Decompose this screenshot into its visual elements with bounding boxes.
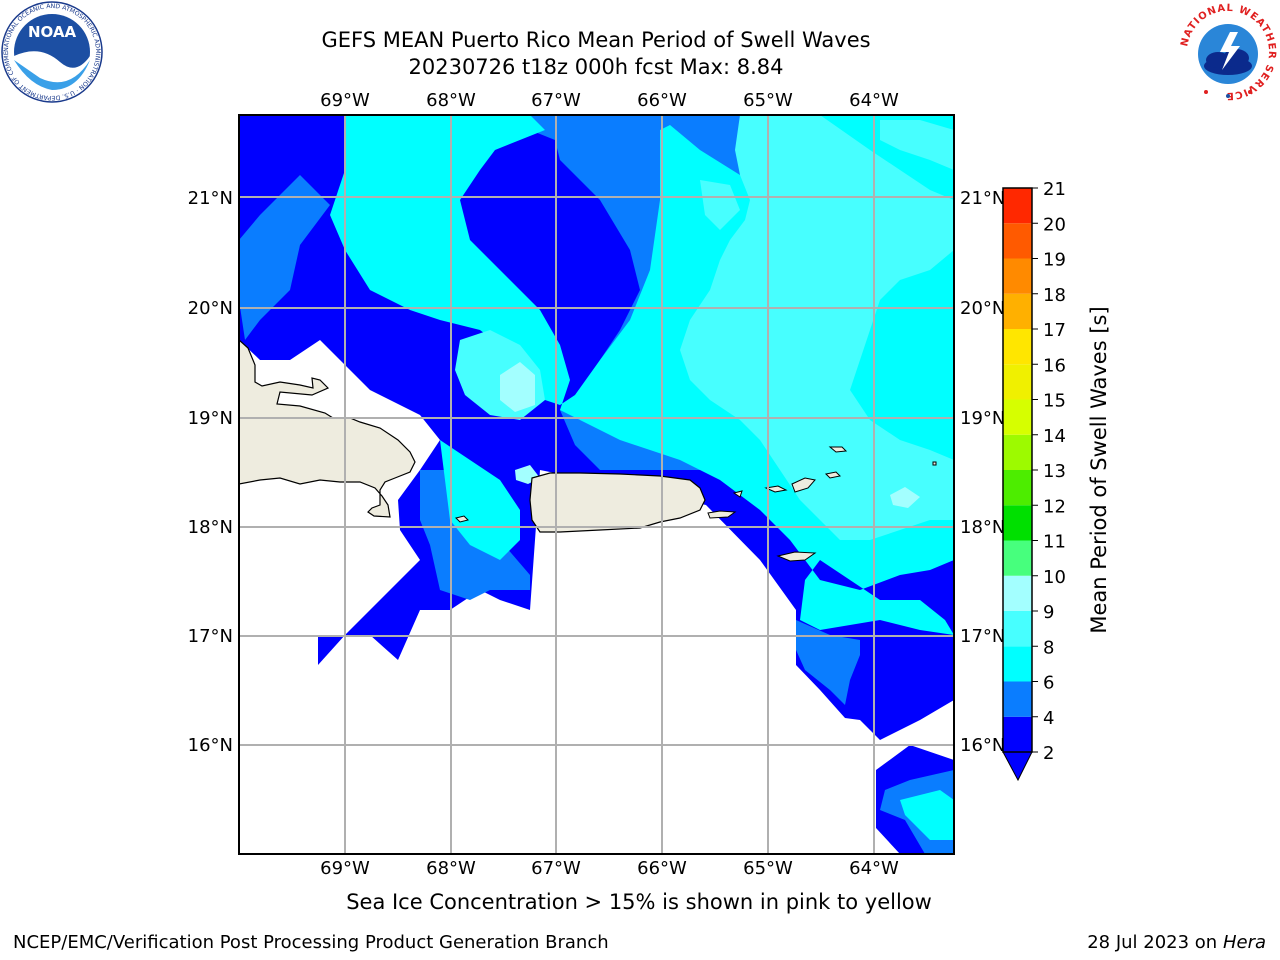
lat-label-right: 18°N xyxy=(960,517,1005,538)
land-tortola xyxy=(791,477,816,493)
colorbar-segments xyxy=(1003,188,1032,752)
land-virgin-gorda xyxy=(824,471,842,479)
colorbar-segment xyxy=(1003,399,1032,435)
land-st-thomas xyxy=(764,485,788,493)
colorbar-tick-label: 8 xyxy=(1043,637,1054,658)
land-sombrero xyxy=(932,461,937,466)
colorbar-segment xyxy=(1003,540,1032,576)
colorbar-tick-label: 14 xyxy=(1043,426,1066,447)
colorbar-under-triangle xyxy=(1002,751,1033,782)
colorbar-tick-label: 17 xyxy=(1043,320,1066,341)
colorbar: 2 4 6 8 9 10 11 12 13 14 15 16 17 18 19 20 21 Mean Perio… xyxy=(1002,179,1111,782)
colorbar-tick-label: 12 xyxy=(1043,496,1066,517)
branch-credit: NCEP/EMC/Verification Post Processing Pr… xyxy=(13,932,609,953)
land-hispaniola xyxy=(239,339,416,518)
colorbar-tick-label: 13 xyxy=(1043,461,1066,482)
lat-label-right: 20°N xyxy=(960,298,1005,319)
contour-6-8 xyxy=(455,115,954,540)
noaa-wordmark: NOAA xyxy=(28,23,77,41)
noaa-logo: NATIONAL OCEANIC AND ATMOSPHERIC ADMINIS… xyxy=(0,0,103,103)
lat-label-right: 16°N xyxy=(960,735,1005,756)
colorbar-tick-label: 2 xyxy=(1043,743,1054,764)
lon-label-top: 69°W xyxy=(320,90,370,111)
colorbar-tick-label: 19 xyxy=(1043,250,1066,271)
run-date-text: 28 Jul 2023 on xyxy=(1087,932,1223,953)
land-anegada xyxy=(828,446,848,453)
run-date: 28 Jul 2023 on Hera xyxy=(1087,932,1266,953)
colorbar-segment xyxy=(1003,470,1032,506)
colorbar-segment xyxy=(1003,716,1032,752)
colorbar-ticks: 2 4 6 8 9 10 11 12 13 14 15 16 17 18 19 20 21 xyxy=(1032,179,1066,764)
lon-label-top: 65°W xyxy=(743,90,793,111)
land-st-croix xyxy=(776,551,817,562)
sea-ice-note: Sea Ice Concentration > 15% is shown in … xyxy=(346,890,932,914)
lat-label-left: 20°N xyxy=(188,298,233,319)
lon-label-top: 66°W xyxy=(637,90,687,111)
colorbar-segment xyxy=(1003,293,1032,329)
lat-label-right: 21°N xyxy=(960,188,1005,209)
lat-label-left: 21°N xyxy=(188,188,233,209)
colorbar-segment xyxy=(1003,329,1032,365)
run-host: Hera xyxy=(1222,932,1266,953)
colorbar-segment xyxy=(1003,611,1032,647)
colorbar-segment xyxy=(1003,258,1032,294)
colorbar-tick-label: 16 xyxy=(1043,355,1066,376)
colorbar-segment xyxy=(1003,681,1032,717)
land-mona xyxy=(455,515,469,523)
lat-label-left: 18°N xyxy=(188,517,233,538)
lat-label-left: 16°N xyxy=(188,735,233,756)
colorbar-segment xyxy=(1003,505,1032,541)
lon-label-bottom: 64°W xyxy=(849,858,899,879)
lon-label-top: 67°W xyxy=(531,90,581,111)
colorbar-tick-label: 20 xyxy=(1043,214,1066,235)
colorbar-segment xyxy=(1003,223,1032,259)
colorbar-tick-label: 21 xyxy=(1043,179,1066,200)
colorbar-tick-label: 9 xyxy=(1043,602,1054,623)
colorbar-segment xyxy=(1003,575,1032,611)
map-frame xyxy=(238,114,955,855)
colorbar-tick-label: 15 xyxy=(1043,391,1066,412)
nws-logo: NATIONAL WEATHER SERVICE xyxy=(1178,2,1278,102)
lon-label-top: 68°W xyxy=(426,90,476,111)
map-subtitle: 20230726 t18z 000h fcst Max: 8.84 xyxy=(408,55,784,79)
colorbar-segment xyxy=(1003,434,1032,470)
gridlines xyxy=(239,115,954,854)
lon-label-bottom: 65°W xyxy=(743,858,793,879)
colorbar-tick-label: 6 xyxy=(1043,673,1054,694)
land-vieques xyxy=(707,510,737,519)
lat-label-left: 19°N xyxy=(188,408,233,429)
colorbar-label: Mean Period of Swell Waves [s] xyxy=(1087,306,1111,633)
colorbar-tick-label: 4 xyxy=(1043,708,1054,729)
land-culebra xyxy=(732,490,743,498)
colorbar-tick-label: 10 xyxy=(1043,567,1066,588)
colorbar-segment xyxy=(1003,188,1032,224)
colorbar-segment xyxy=(1003,646,1032,682)
lon-label-bottom: 67°W xyxy=(531,858,581,879)
colorbar-tick-label: 18 xyxy=(1043,285,1066,306)
swell-period-contours xyxy=(239,115,954,854)
lat-label-left: 17°N xyxy=(188,626,233,647)
lon-label-bottom: 69°W xyxy=(320,858,370,879)
lon-label-top: 64°W xyxy=(849,90,899,111)
map-title: GEFS MEAN Puerto Rico Mean Period of Swe… xyxy=(321,28,871,52)
lon-label-bottom: 66°W xyxy=(637,858,687,879)
lat-label-right: 19°N xyxy=(960,408,1005,429)
colorbar-segment xyxy=(1003,364,1032,400)
lon-label-bottom: 68°W xyxy=(426,858,476,879)
colorbar-tick-label: 11 xyxy=(1043,532,1066,553)
lat-label-right: 17°N xyxy=(960,626,1005,647)
